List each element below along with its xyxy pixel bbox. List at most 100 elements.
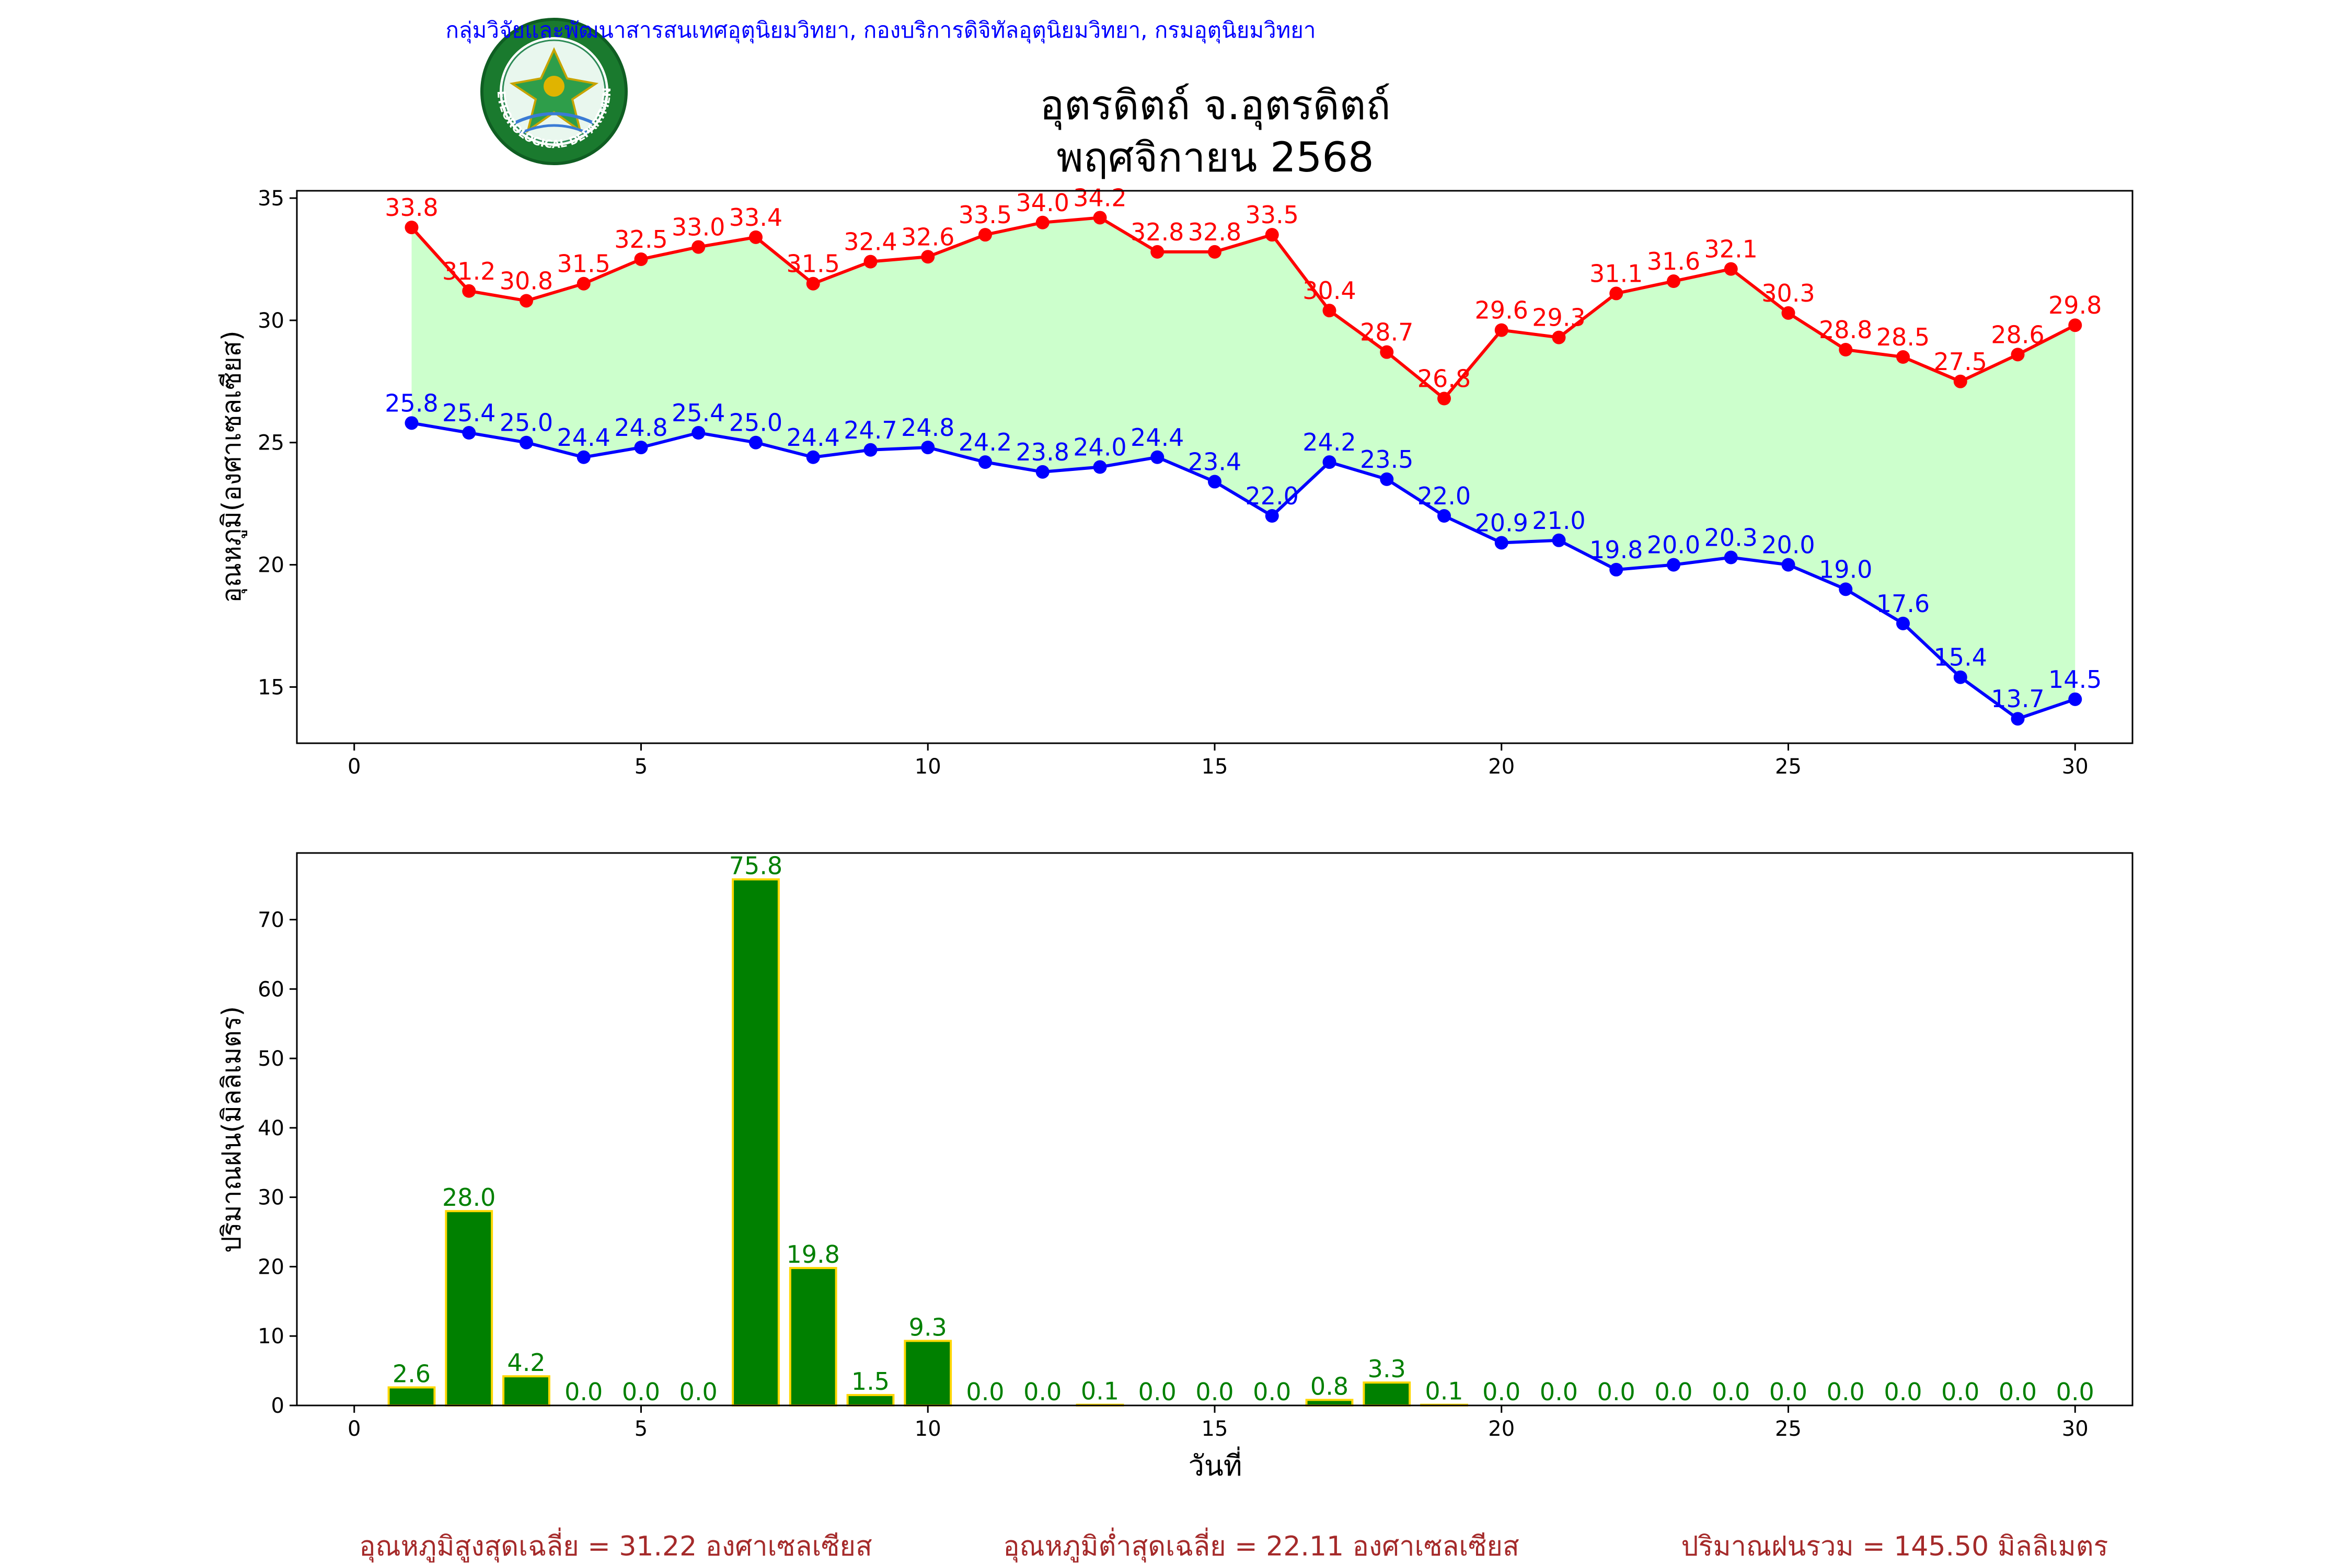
min-temperature-label: 13.7	[1991, 685, 2044, 713]
min-temperature-point	[1781, 558, 1795, 572]
min-temperature-label: 21.0	[1532, 506, 1585, 535]
rainfall-value-label: 0.1	[1425, 1377, 1463, 1405]
max-temperature-label: 29.3	[1532, 304, 1585, 332]
rainfall-value-label: 0.8	[1310, 1372, 1348, 1400]
temperature-y-tick-label: 15	[258, 675, 284, 699]
rainfall-plot-frame	[296, 852, 2134, 1406]
max-temperature-point	[1609, 286, 1623, 301]
rainfall-value-label: 0.0	[1138, 1378, 1177, 1406]
min-temperature-point	[1896, 616, 1910, 630]
temperature-x-tick-label: 20	[1488, 755, 1515, 779]
max-temperature-label: 32.5	[614, 225, 667, 253]
rainfall-value-label: 0.0	[1999, 1378, 2037, 1406]
rainfall-bar	[445, 1210, 493, 1406]
min-temperature-label: 25.8	[385, 389, 438, 417]
max-temperature-label: 33.8	[385, 193, 438, 222]
rainfall-value-label: 0.1	[1081, 1377, 1119, 1405]
max-temperature-label: 34.2	[1073, 183, 1126, 212]
min-temperature-label: 25.4	[672, 399, 725, 427]
min-temperature-point	[1609, 562, 1623, 577]
temperature-y-tick-label: 20	[258, 554, 284, 578]
min-temperature-label: 20.9	[1475, 509, 1528, 537]
max-temperature-point	[1208, 245, 1221, 259]
temperature-x-tick-label: 5	[635, 755, 648, 779]
min-temperature-label: 24.8	[901, 413, 954, 442]
min-temperature-point	[1035, 465, 1050, 479]
max-temperature-point	[462, 284, 476, 298]
rainfall-value-label: 0.0	[966, 1378, 1004, 1406]
min-temperature-point	[2011, 712, 2025, 726]
rainfall-bar	[1305, 1399, 1354, 1407]
max-temperature-point	[1093, 211, 1107, 225]
max-temperature-point	[577, 276, 591, 291]
rainfall-y-tick-label: 30	[258, 1186, 284, 1210]
rainfall-value-label: 2.6	[393, 1359, 431, 1388]
max-temperature-label: 28.5	[1876, 323, 1930, 351]
max-temperature-point	[634, 252, 648, 266]
min-temperature-point	[1552, 533, 1566, 547]
max-temperature-label: 30.4	[1302, 276, 1356, 305]
temperature-x-tick-label: 10	[915, 755, 941, 779]
min-temperature-point	[1093, 460, 1107, 474]
min-temperature-label: 19.0	[1819, 555, 1872, 583]
rainfall-x-tick-label: 15	[1202, 1417, 1228, 1441]
rainfall-value-label: 0.0	[1482, 1378, 1520, 1406]
max-temperature-label: 32.6	[901, 223, 954, 251]
max-temperature-point	[1724, 262, 1738, 276]
min-temperature-line	[411, 421, 2076, 721]
rainfall-y-tick-label: 60	[258, 977, 284, 1001]
max-temperature-point	[806, 276, 820, 291]
rainfall-bar	[846, 1394, 895, 1406]
min-temperature-point	[1667, 558, 1680, 572]
max-temperature-point	[1896, 350, 1910, 364]
rainfall-value-label: 19.8	[787, 1240, 840, 1269]
rainfall-value-label: 0.0	[2056, 1378, 2094, 1406]
rainfall-value-label: 0.0	[1712, 1378, 1750, 1406]
rainfall-bar	[732, 878, 780, 1407]
max-temperature-label: 31.5	[557, 250, 610, 278]
max-temperature-point	[1953, 374, 1967, 388]
min-temperature-point	[405, 416, 419, 430]
min-temperature-point	[1437, 509, 1451, 523]
min-temperature-label: 19.8	[1589, 536, 1643, 564]
max-temperature-point	[1667, 274, 1680, 289]
min-temperature-point	[1380, 472, 1394, 486]
min-temperature-label: 24.4	[1131, 423, 1184, 452]
rainfall-y-axis-label: ปริมาณฝน(มิลลิเมตร)	[216, 1006, 247, 1253]
min-temperature-point	[462, 426, 476, 440]
max-temperature-label: 33.5	[1246, 201, 1299, 229]
max-temperature-label: 30.8	[500, 267, 553, 295]
max-temperature-point	[1380, 345, 1394, 359]
max-temperature-point	[405, 221, 419, 235]
min-temperature-point	[1953, 670, 1967, 684]
min-temperature-label: 20.3	[1704, 524, 1758, 552]
max-temperature-label: 32.8	[1131, 218, 1184, 246]
min-temperature-label: 14.5	[2048, 665, 2102, 694]
max-temperature-point	[1035, 215, 1050, 229]
department-line: กลุ่มวิจัยและพัฒนาสารสนเทศอุตุนิยมวิทยา,…	[445, 17, 1316, 44]
rainfall-value-label: 1.5	[851, 1367, 890, 1396]
min-temperature-point	[1150, 450, 1165, 464]
min-temperature-point	[863, 443, 878, 457]
rainfall-value-label: 0.0	[1540, 1378, 1578, 1406]
max-temperature-label: 28.8	[1819, 316, 1872, 344]
max-temperature-point	[1265, 228, 1279, 242]
rainfall-x-tick-label: 10	[915, 1417, 941, 1441]
temperature-chart: 33.8 25.8 31.2 25.4 30.8 25.0 31.5 24.4 32.5 24.8…	[216, 183, 2134, 779]
max-temperature-point	[1839, 343, 1853, 357]
min-temperature-point	[806, 450, 820, 464]
rainfall-value-label: 9.3	[909, 1313, 947, 1342]
min-temperature-label: 24.4	[787, 423, 840, 452]
temperature-y-tick-label: 30	[258, 309, 284, 333]
temperature-x-tick-label: 0	[348, 755, 361, 779]
min-temperature-point	[691, 426, 706, 440]
max-temperature-point	[1552, 330, 1566, 344]
rainfall-bar	[789, 1267, 837, 1406]
max-temperature-point	[1150, 245, 1165, 259]
min-temperature-label: 24.2	[959, 428, 1012, 456]
max-temperature-point	[1322, 304, 1336, 318]
rainfall-x-axis-label: วันที่	[1189, 1446, 1242, 1482]
rainfall-y-tick-label: 70	[258, 908, 284, 932]
max-temperature-point	[863, 255, 878, 269]
rainfall-value-label: 28.0	[442, 1183, 495, 1212]
